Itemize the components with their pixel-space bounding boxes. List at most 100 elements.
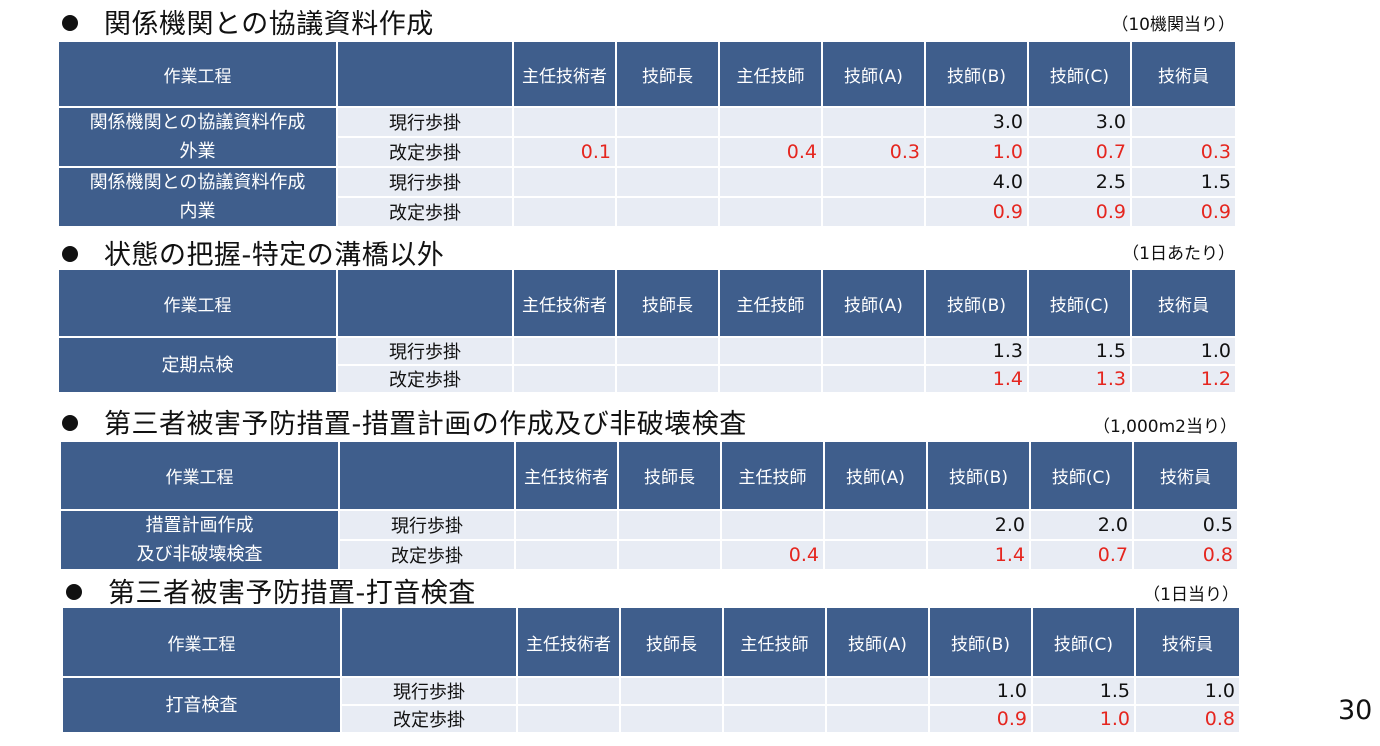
header-2: 主任技師: [722, 606, 827, 678]
page-number: 30: [1338, 695, 1373, 726]
process-name: 関係機関との協議資料作成 内業: [57, 166, 338, 228]
value-cell: 1.5: [1027, 336, 1132, 366]
header-blank: [336, 40, 514, 108]
value-cell: 0.9: [1027, 196, 1132, 228]
section-title: 第三者被害予防措置-打音検査: [66, 571, 476, 610]
header-5: 技師(C): [1027, 268, 1132, 338]
value-cell: 1.3: [924, 336, 1029, 366]
value-cell: 3.0: [924, 106, 1029, 138]
header-1: 技師長: [615, 40, 720, 108]
value-cell: [821, 166, 926, 198]
header-0: 主任技術者: [512, 268, 617, 338]
value-cell: 1.0: [1031, 704, 1136, 734]
value-cell: [821, 364, 926, 394]
header-process: 作業工程: [57, 268, 338, 338]
header-row: 作業工程 主任技術者 技師長 主任技師 技師(A) 技師(B) 技師(C) 技術員: [61, 606, 1241, 678]
value-cell: 0.8: [1134, 704, 1241, 734]
value-cell: [821, 336, 926, 366]
header-process: 作業工程: [59, 440, 340, 511]
table-row: 改定歩掛 1.4 1.3 1.2: [58, 364, 1237, 394]
value-cell: 0.9: [928, 704, 1033, 734]
header-6: 技術員: [1130, 40, 1237, 108]
value-cell: 0.5: [1132, 509, 1239, 541]
work-table: 作業工程 主任技術者 技師長 主任技師 技師(A) 技師(B) 技師(C) 技術員 打音検査 現行…: [61, 606, 1241, 734]
value-cell: 1.3: [1027, 364, 1132, 394]
process-name: 打音検査: [61, 676, 342, 734]
work-table: 作業工程 主任技術者 技師長 主任技師 技師(A) 技師(B) 技師(C) 技術員 措置計画作成…: [59, 440, 1239, 571]
row-label: 現行歩掛: [336, 106, 514, 138]
bullet-icon: [62, 414, 78, 431]
value-cell: [722, 704, 827, 734]
unit-note: （1日当り）: [1143, 585, 1239, 605]
value-cell: 0.7: [1027, 136, 1132, 168]
header-row: 作業工程 主任技術者 技師長 主任技師 技師(A) 技師(B) 技師(C) 技術員: [57, 40, 1237, 108]
header-5: 技師(C): [1027, 40, 1132, 108]
bullet-icon: [62, 245, 78, 262]
value-cell: [617, 539, 722, 571]
value-cell: 0.9: [1130, 196, 1237, 228]
table-row: 改定歩掛 0.9 1.0 0.8: [62, 704, 1241, 734]
row-label: 現行歩掛: [340, 676, 518, 706]
header-5: 技師(C): [1029, 440, 1134, 511]
row-label: 現行歩掛: [336, 166, 514, 198]
value-cell: [722, 676, 827, 706]
unit-note: （1,000m2当り）: [1092, 417, 1237, 437]
header-3: 技師(A): [825, 606, 930, 678]
table-row: 定期点検 現行歩掛 1.3 1.5 1.0: [57, 336, 1237, 394]
value-cell: [512, 196, 617, 228]
value-cell: 0.3: [1130, 136, 1237, 168]
value-cell: [718, 364, 823, 394]
unit-note: （10機関当り）: [1111, 15, 1235, 35]
value-cell: 4.0: [924, 166, 1029, 198]
header-6: 技術員: [1134, 606, 1241, 678]
header-3: 技師(A): [823, 440, 928, 511]
row-label: 現行歩掛: [336, 336, 514, 366]
table-row: 関係機関との協議資料作成 外業 現行歩掛 3.0 3.0: [57, 106, 1237, 168]
value-cell: 1.0: [928, 676, 1033, 706]
bullet-icon: [62, 14, 78, 31]
value-cell: [514, 539, 619, 571]
header-1: 技師長: [617, 440, 722, 511]
section-title: 関係機関との協議資料作成: [62, 2, 434, 41]
value-cell: [617, 509, 722, 541]
value-cell: [512, 336, 617, 366]
header-1: 技師長: [619, 606, 724, 678]
section-title-text: 第三者被害予防措置-打音検査: [108, 578, 476, 609]
value-cell: [615, 136, 720, 168]
value-cell: [516, 704, 621, 734]
value-cell: [619, 704, 724, 734]
header-6: 技術員: [1132, 440, 1239, 511]
header-3: 技師(A): [821, 268, 926, 338]
value-cell: 0.3: [821, 136, 926, 168]
value-cell: [516, 676, 621, 706]
value-cell: 0.8: [1132, 539, 1239, 571]
header-2: 主任技師: [718, 40, 823, 108]
table-row: 改定歩掛 0.9 0.9 0.9: [58, 196, 1237, 228]
value-cell: [718, 166, 823, 198]
header-2: 主任技師: [718, 268, 823, 338]
work-table: 作業工程 主任技術者 技師長 主任技師 技師(A) 技師(B) 技師(C) 技術員関係機関との…: [57, 40, 1237, 228]
value-cell: 0.4: [720, 539, 825, 571]
work-table: 作業工程 主任技術者 技師長 主任技師 技師(A) 技師(B) 技師(C) 技術員 定期点検 現行…: [57, 268, 1237, 394]
header-4: 技師(B): [924, 268, 1029, 338]
value-cell: 0.4: [718, 136, 823, 168]
section-title-text: 状態の把握-特定の溝橋以外: [104, 240, 445, 271]
value-cell: [718, 106, 823, 138]
header-process: 作業工程: [61, 606, 342, 678]
section-title-text: 関係機関との協議資料作成: [104, 9, 434, 40]
value-cell: [615, 106, 720, 138]
value-cell: 2.0: [926, 509, 1031, 541]
table-row: 打音検査 現行歩掛 1.0 1.5 1.0: [61, 676, 1241, 734]
value-cell: [615, 166, 720, 198]
header-2: 主任技師: [720, 440, 825, 511]
table-row: 改定歩掛 0.1 0.4 0.3 1.0 0.7 0.3: [58, 136, 1237, 168]
value-cell: 2.0: [1029, 509, 1134, 541]
header-0: 主任技術者: [512, 40, 617, 108]
header-4: 技師(B): [924, 40, 1029, 108]
row-label: 現行歩掛: [338, 509, 516, 541]
header-4: 技師(B): [928, 606, 1033, 678]
value-cell: 1.5: [1130, 166, 1237, 198]
value-cell: [718, 196, 823, 228]
value-cell: [615, 364, 720, 394]
value-cell: 1.2: [1130, 364, 1237, 394]
